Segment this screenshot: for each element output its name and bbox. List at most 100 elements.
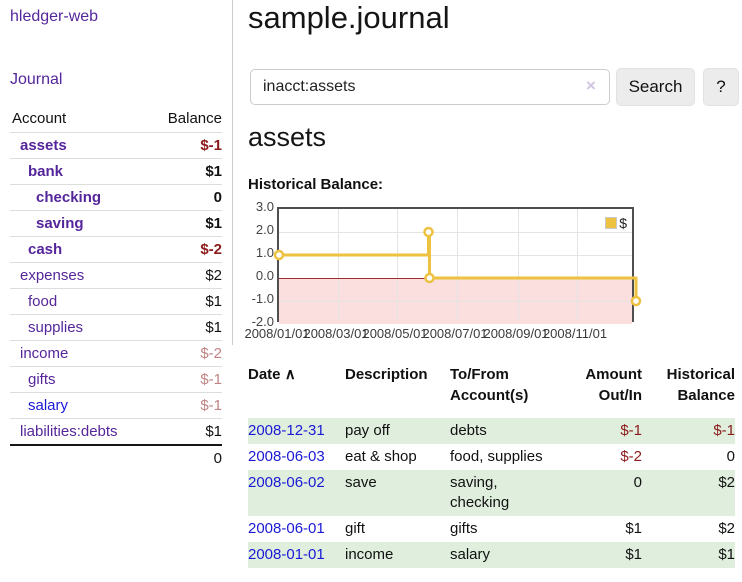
account-balance: $1 (149, 158, 222, 185)
search-input[interactable] (250, 69, 610, 105)
y-tick-label: -2.0 (251, 314, 274, 329)
account-balance: 0 (149, 184, 222, 211)
historical-balance-chart: 3.0 2.0 1.0 0.0 -1.0 -2.0 (244, 199, 735, 350)
gridline (577, 209, 578, 320)
transaction-accounts: salary (450, 546, 491, 563)
x-tick-label: 2008/11/01 (542, 326, 608, 341)
gridline (457, 209, 458, 320)
transaction-row: 2008-06-02 save saving, checking 0 $2 (248, 470, 735, 516)
sidebar-account-food[interactable]: food (28, 293, 58, 310)
transaction-description: income (345, 546, 394, 563)
account-heading: assets (248, 122, 327, 152)
x-tick-label: 2008/07/01 (422, 326, 488, 341)
register-table: Date ∧ Description To/From Account(s) Am… (248, 362, 735, 568)
accounts-table: Account Balance assets $-1 bank $1 check… (10, 106, 222, 471)
sidebar-account-saving[interactable]: saving (36, 215, 84, 232)
transaction-description: gift (345, 520, 366, 537)
y-tick-label: 1.0 (255, 245, 274, 260)
y-tick-label: 2.0 (255, 222, 274, 237)
sidebar-account-assets[interactable]: assets (20, 137, 67, 154)
transaction-description: pay off (345, 422, 390, 439)
transaction-row: 2008-06-01 gift gifts $1 $2 (248, 516, 735, 542)
x-tick-label: 2008/05/01 (362, 326, 428, 341)
account-balance: $1 (149, 210, 222, 237)
help-button[interactable]: ? (703, 68, 739, 106)
y-tick-label: 3.0 (255, 199, 274, 214)
transaction-balance: $-1 (713, 422, 735, 439)
account-row: food $1 (10, 288, 222, 315)
x-tick-label: 2008/09/01 (483, 326, 549, 341)
transaction-balance: 0 (726, 448, 735, 465)
chart-plot-area: $ (273, 207, 642, 324)
amount-column-header: Amount Out/In (585, 366, 642, 404)
sidebar-account-income[interactable]: income (20, 345, 69, 362)
account-row: checking 0 (10, 184, 222, 211)
accounts-total-row: 0 (10, 444, 222, 471)
account-balance: $1 (149, 288, 222, 315)
sidebar-account-gifts[interactable]: gifts (28, 371, 56, 388)
data-point-marker (630, 295, 642, 307)
sidebar-account-checking[interactable]: checking (36, 189, 102, 206)
account-row: expenses $2 (10, 262, 222, 289)
account-balance: $-1 (149, 132, 222, 159)
sidebar-account-salary[interactable]: salary (28, 397, 69, 414)
transaction-balance: $2 (718, 474, 735, 491)
sidebar-account-cash[interactable]: cash (28, 241, 63, 258)
legend-label: $ (619, 215, 627, 231)
accounts-total-balance: 0 (149, 444, 222, 471)
page-title: sample.journal (248, 0, 450, 35)
transaction-balance: $1 (718, 546, 735, 563)
sidebar-divider (232, 0, 233, 345)
transaction-row: 2008-06-03 eat & shop food, supplies $-2… (248, 444, 735, 470)
register-header-row: Date ∧ Description To/From Account(s) Am… (248, 362, 735, 418)
transaction-balance: $2 (718, 520, 735, 537)
sidebar-account-liabilities-debts[interactable]: liabilities:debts (20, 423, 118, 440)
accounts-column-header: To/From Account(s) (450, 366, 529, 404)
data-point-marker (423, 226, 434, 238)
main-content: sample.journal × Search ? assets Histori… (244, 0, 739, 582)
gridline (338, 209, 339, 320)
search-button[interactable]: Search (616, 68, 695, 106)
account-row: cash $-2 (10, 236, 222, 263)
account-row: liabilities:debts $1 (10, 418, 222, 445)
account-balance: $2 (149, 262, 222, 289)
sort-asc-icon: ∧ (284, 366, 296, 383)
transaction-date-link[interactable]: 2008-06-03 (248, 448, 325, 465)
balance-series-line (273, 226, 642, 307)
account-balance: $1 (149, 418, 222, 445)
sidebar-item-journal[interactable]: Journal (10, 71, 63, 88)
chart-title: Historical Balance: (248, 176, 384, 193)
account-row: income $-2 (10, 340, 222, 367)
transaction-amount: $1 (625, 520, 642, 537)
account-balance: $-2 (149, 340, 222, 367)
transaction-date-link[interactable]: 2008-06-01 (248, 520, 325, 537)
transaction-accounts: debts (450, 422, 487, 439)
data-point-marker (424, 272, 435, 284)
transaction-date-link[interactable]: 2008-01-01 (248, 546, 325, 563)
sidebar-account-bank[interactable]: bank (28, 163, 64, 180)
y-tick-label: -1.0 (251, 291, 274, 306)
account-balance: $-2 (149, 236, 222, 263)
date-column-header: Date ∧ (248, 366, 296, 383)
data-point-marker (273, 249, 285, 261)
clear-search-icon[interactable]: × (586, 76, 596, 95)
account-balance: $1 (149, 314, 222, 341)
transaction-amount: $-1 (620, 422, 642, 439)
x-tick-label: 2008/03/01 (303, 326, 369, 341)
transaction-accounts: saving, checking (450, 474, 510, 511)
sidebar-account-expenses[interactable]: expenses (20, 267, 85, 284)
x-tick-label: 2008/01/01 (244, 326, 310, 341)
transaction-amount: $-2 (620, 448, 642, 465)
app-title-link[interactable]: hledger-web (10, 8, 99, 25)
account-row: bank $1 (10, 158, 222, 185)
gridline (279, 255, 632, 256)
gridline (518, 209, 519, 320)
transaction-date-link[interactable]: 2008-06-02 (248, 474, 325, 491)
transaction-accounts: gifts (450, 520, 478, 537)
transaction-description: eat & shop (345, 448, 417, 465)
transaction-amount: $1 (625, 546, 642, 563)
sidebar-account-supplies[interactable]: supplies (28, 319, 84, 336)
account-row: supplies $1 (10, 314, 222, 341)
transaction-date-link[interactable]: 2008-12-31 (248, 422, 325, 439)
